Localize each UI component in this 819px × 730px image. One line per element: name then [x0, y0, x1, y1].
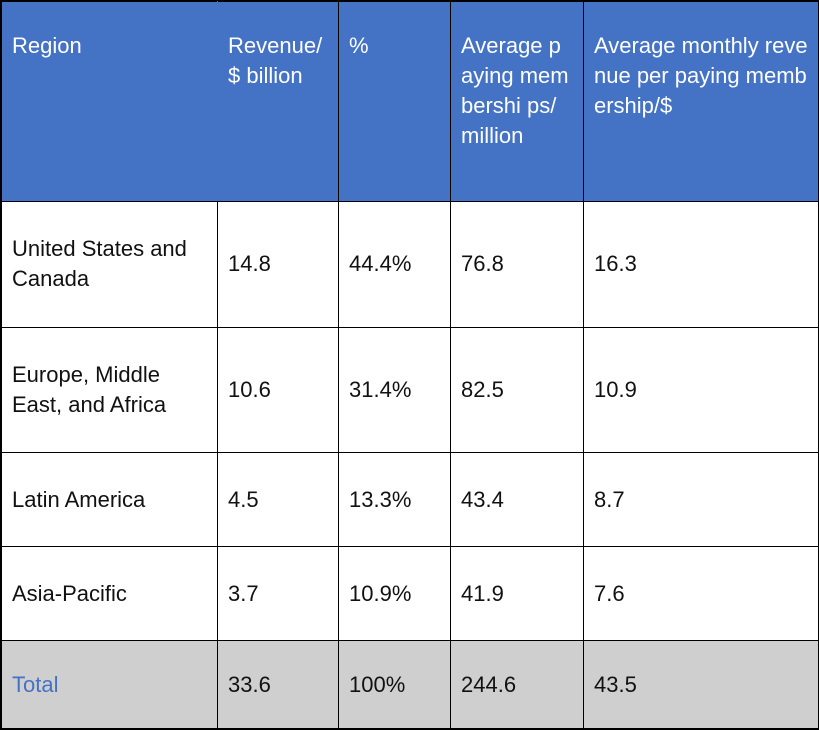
cell-revenue: 14.8	[217, 201, 339, 328]
total-revenue: 33.6	[217, 640, 339, 729]
cell-revenue: 4.5	[217, 452, 339, 548]
header-monthly-revenue: Average monthly revenue per paying membe…	[583, 1, 819, 202]
header-percent: %	[338, 1, 451, 202]
cell-monthly-revenue: 10.9	[583, 326, 819, 454]
cell-monthly-revenue: 16.3	[583, 201, 819, 328]
cell-memberships: 43.4	[450, 452, 584, 548]
table-row: Asia-Pacific 3.7 10.9% 41.9 7.6	[1, 546, 819, 642]
cell-region: Europe, Middle East, and Africa	[1, 326, 218, 454]
table-row: United States and Canada 14.8 44.4% 76.8…	[1, 201, 819, 328]
cell-region: United States and Canada	[1, 201, 218, 328]
cell-percent: 31.4%	[338, 326, 451, 454]
total-percent: 100%	[338, 640, 451, 729]
cell-region: Asia-Pacific	[1, 546, 218, 642]
cell-percent: 13.3%	[338, 452, 451, 548]
header-paying-memberships: Average paying membershi ps/million	[450, 1, 584, 202]
total-label: Total	[1, 640, 218, 729]
total-row: Total 33.6 100% 244.6 43.5	[1, 640, 819, 729]
cell-memberships: 82.5	[450, 326, 584, 454]
table-row: Europe, Middle East, and Africa 10.6 31.…	[1, 326, 819, 454]
header-region: Region	[1, 1, 218, 202]
total-monthly-revenue: 43.5	[583, 640, 819, 729]
table-row: Latin America 4.5 13.3% 43.4 8.7	[1, 452, 819, 548]
cell-percent: 10.9%	[338, 546, 451, 642]
cell-revenue: 3.7	[217, 546, 339, 642]
cell-memberships: 41.9	[450, 546, 584, 642]
cell-monthly-revenue: 8.7	[583, 452, 819, 548]
total-memberships: 244.6	[450, 640, 584, 729]
header-row: Region Revenue/ $ billion % Average payi…	[1, 1, 819, 202]
cell-percent: 44.4%	[338, 201, 451, 328]
cell-monthly-revenue: 7.6	[583, 546, 819, 642]
cell-memberships: 76.8	[450, 201, 584, 328]
cell-region: Latin America	[1, 452, 218, 548]
cell-revenue: 10.6	[217, 326, 339, 454]
header-revenue: Revenue/ $ billion	[217, 1, 339, 202]
